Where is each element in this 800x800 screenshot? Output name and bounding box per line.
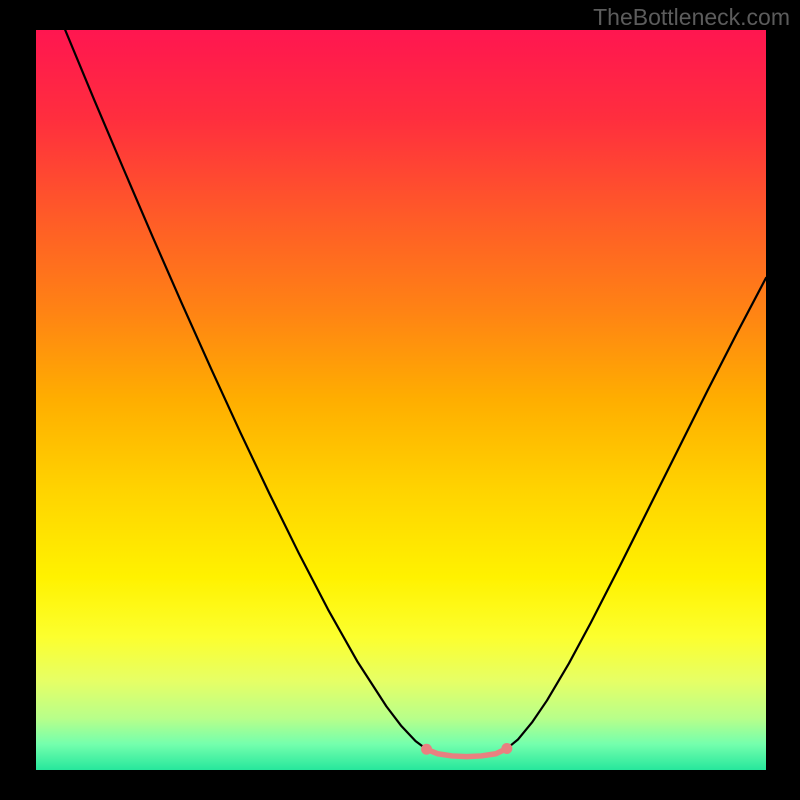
highlight-endpoint-marker (421, 744, 432, 755)
highlight-endpoint-marker (501, 743, 512, 754)
plot-background (36, 30, 766, 770)
chart-frame: TheBottleneck.com (0, 0, 800, 800)
bottleneck-curve-chart (0, 0, 800, 800)
